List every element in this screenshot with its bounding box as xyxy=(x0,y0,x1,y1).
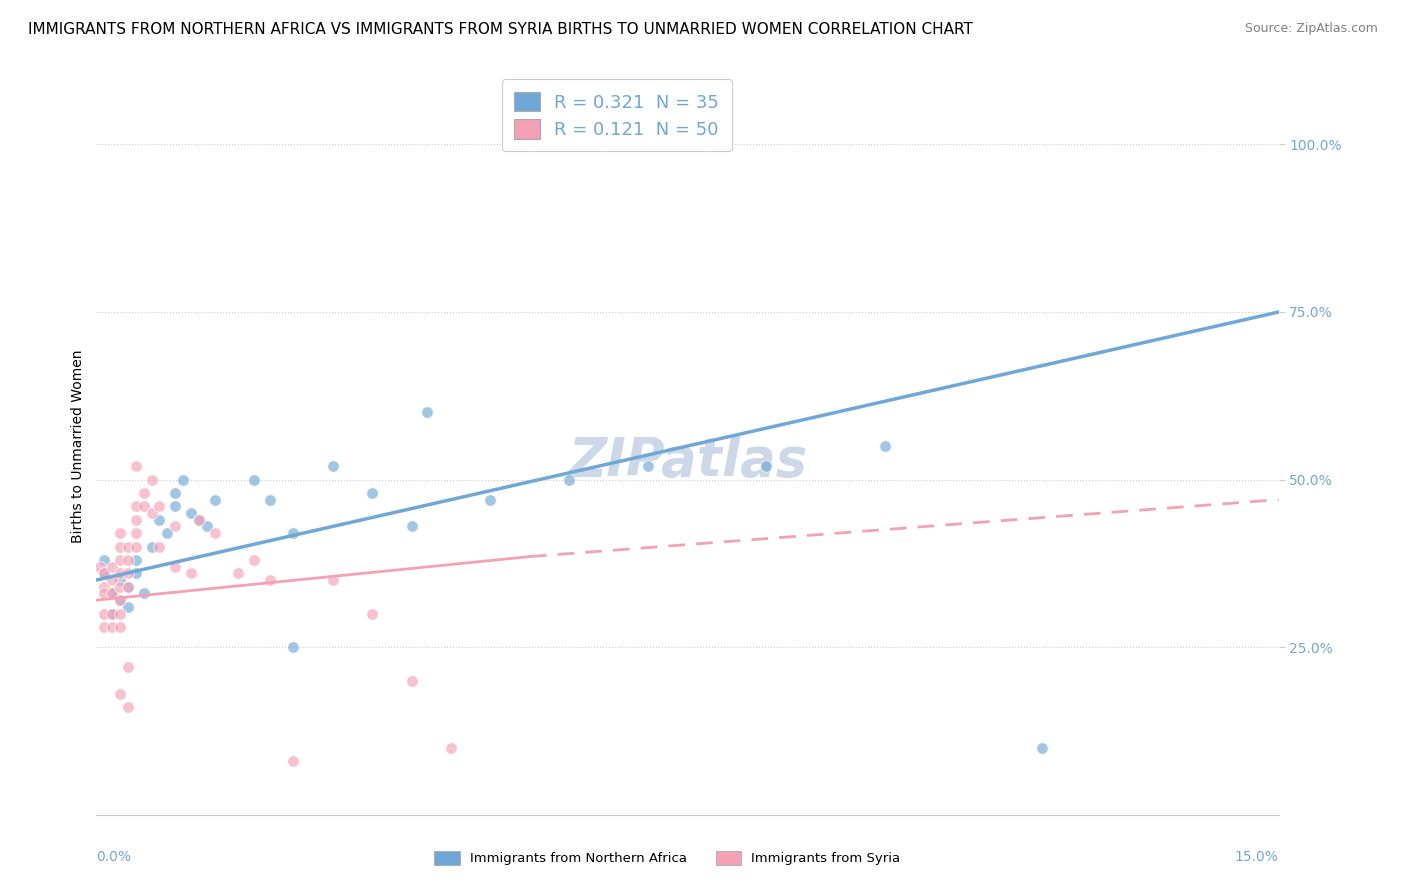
Point xyxy=(165,519,187,533)
Point xyxy=(180,506,202,520)
Point xyxy=(125,566,148,581)
Point xyxy=(101,586,124,600)
Point xyxy=(108,553,131,567)
Point xyxy=(108,566,131,581)
Point xyxy=(93,566,115,581)
Point xyxy=(195,519,218,533)
Text: 0.0%: 0.0% xyxy=(97,850,131,864)
Point xyxy=(361,486,384,500)
Point xyxy=(259,492,281,507)
Point xyxy=(117,599,139,614)
Point xyxy=(243,553,266,567)
Point xyxy=(165,486,187,500)
Point xyxy=(93,620,115,634)
Point xyxy=(93,566,115,581)
Point xyxy=(180,566,202,581)
Point xyxy=(187,513,209,527)
Point xyxy=(141,540,163,554)
Point xyxy=(401,673,423,688)
Point xyxy=(101,607,124,621)
Text: Source: ZipAtlas.com: Source: ZipAtlas.com xyxy=(1244,22,1378,36)
Point xyxy=(283,754,305,768)
Point xyxy=(101,586,124,600)
Point xyxy=(108,573,131,587)
Point xyxy=(125,553,148,567)
Point xyxy=(479,492,502,507)
Point xyxy=(125,526,148,541)
Point xyxy=(93,607,115,621)
Point xyxy=(440,740,463,755)
Point xyxy=(117,580,139,594)
Point xyxy=(101,607,124,621)
Point xyxy=(101,620,124,634)
Legend: R = 0.321  N = 35, R = 0.121  N = 50: R = 0.321 N = 35, R = 0.121 N = 50 xyxy=(502,79,731,152)
Point xyxy=(148,513,170,527)
Point xyxy=(93,553,115,567)
Point xyxy=(117,700,139,714)
Point xyxy=(108,687,131,701)
Point xyxy=(755,459,778,474)
Point xyxy=(204,526,226,541)
Point xyxy=(558,473,581,487)
Point xyxy=(172,473,194,487)
Point xyxy=(283,640,305,654)
Point xyxy=(243,473,266,487)
Text: Immigrants from Northern Africa: Immigrants from Northern Africa xyxy=(470,852,686,864)
Point xyxy=(101,573,124,587)
Y-axis label: Births to Unmarried Women: Births to Unmarried Women xyxy=(72,350,86,542)
Point xyxy=(125,459,148,474)
Point xyxy=(187,513,209,527)
Point xyxy=(93,586,115,600)
Point xyxy=(259,573,281,587)
Point xyxy=(637,459,659,474)
Point xyxy=(108,540,131,554)
Point xyxy=(132,486,155,500)
Point xyxy=(322,573,344,587)
Point xyxy=(125,500,148,514)
Point xyxy=(108,607,131,621)
Point xyxy=(108,593,131,607)
Point xyxy=(108,620,131,634)
Point xyxy=(148,540,170,554)
Point xyxy=(101,559,124,574)
Point xyxy=(165,500,187,514)
Point xyxy=(108,526,131,541)
Point xyxy=(117,660,139,674)
Point xyxy=(125,540,148,554)
Point xyxy=(873,439,896,453)
Text: IMMIGRANTS FROM NORTHERN AFRICA VS IMMIGRANTS FROM SYRIA BIRTHS TO UNMARRIED WOM: IMMIGRANTS FROM NORTHERN AFRICA VS IMMIG… xyxy=(28,22,973,37)
Point xyxy=(108,593,131,607)
Point xyxy=(156,526,179,541)
Text: Immigrants from Syria: Immigrants from Syria xyxy=(751,852,900,864)
Point xyxy=(141,506,163,520)
Point xyxy=(1031,740,1053,755)
Point xyxy=(361,607,384,621)
Point xyxy=(132,586,155,600)
Point xyxy=(93,580,115,594)
Point xyxy=(108,580,131,594)
Text: ZIPatlas: ZIPatlas xyxy=(568,434,807,487)
Point xyxy=(416,405,439,419)
Point xyxy=(125,513,148,527)
Point xyxy=(283,526,305,541)
Point xyxy=(148,500,170,514)
Point xyxy=(117,553,139,567)
Point xyxy=(117,540,139,554)
Point xyxy=(89,559,111,574)
Point xyxy=(117,566,139,581)
Point xyxy=(204,492,226,507)
Point xyxy=(226,566,249,581)
Point xyxy=(322,459,344,474)
Point xyxy=(117,580,139,594)
Point xyxy=(141,473,163,487)
Text: 15.0%: 15.0% xyxy=(1234,850,1278,864)
Point xyxy=(165,559,187,574)
Point xyxy=(401,519,423,533)
Point xyxy=(132,500,155,514)
